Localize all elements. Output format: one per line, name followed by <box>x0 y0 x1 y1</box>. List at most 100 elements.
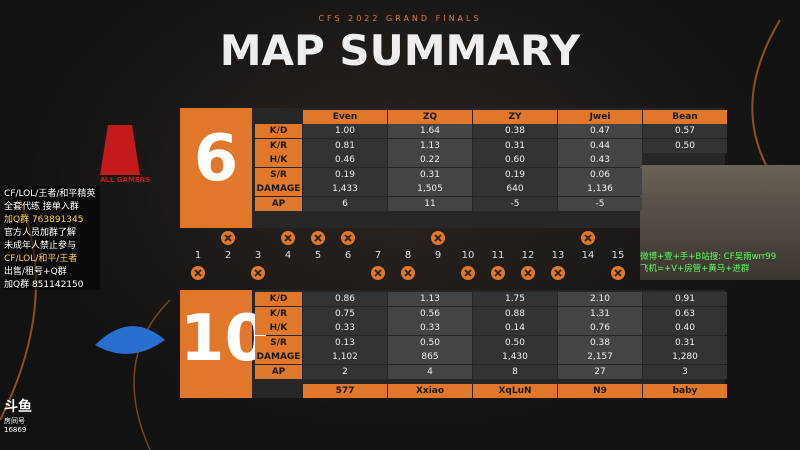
stat-value: 1.13 <box>388 138 472 153</box>
stat-value: 0.57 <box>643 124 727 138</box>
round-number: 7 <box>375 250 381 261</box>
ad-text: CF/LOL/和平/王者 <box>4 254 78 264</box>
stat-label: H/K <box>255 153 302 167</box>
ad-text: 加Q群 763891345 <box>4 215 84 225</box>
stat-value: 0.88 <box>473 306 557 321</box>
icon-cross <box>554 269 562 277</box>
icon-cross <box>224 234 232 242</box>
stat-value: 2 <box>303 364 387 379</box>
stat-label: DAMAGE <box>255 182 302 196</box>
stat-value: 1.64 <box>388 124 472 138</box>
stat-value: 0.22 <box>388 153 472 167</box>
stat-label: K/R <box>255 138 302 153</box>
stat-value: -5 <box>558 196 642 211</box>
stat-value: 3 <box>643 364 727 379</box>
stat-value: 0.38 <box>558 335 642 350</box>
round-number: 12 <box>522 250 535 261</box>
round-number: 14 <box>582 250 595 261</box>
round-number: 6 <box>345 250 351 261</box>
stat-value: 0.50 <box>473 335 557 350</box>
player-name: baby <box>643 384 727 398</box>
icon-cross <box>254 269 262 277</box>
round-win-icon <box>431 231 445 245</box>
icon-cross <box>584 234 592 242</box>
team-logo: ALL GAMERS <box>100 176 151 184</box>
cam-text: 飞机=+V+房管+黄马+进群 <box>640 264 750 274</box>
round-win-icon <box>371 266 385 280</box>
round-win-icon <box>611 266 625 280</box>
ad-text: 全套代练 接单入群 <box>4 202 79 212</box>
icon-cross <box>404 269 412 277</box>
stat-value: 0.19 <box>303 167 387 182</box>
score: 6 <box>193 122 239 196</box>
stat-value: 1,433 <box>303 182 387 196</box>
round-number: 2 <box>225 250 231 261</box>
title: MAP SUMMARY <box>219 26 581 75</box>
icon-cross <box>494 269 502 277</box>
ad-text: 官方人员加群了解 <box>4 228 77 238</box>
stat-value: 0.75 <box>303 306 387 321</box>
round-win-icon <box>311 231 325 245</box>
stat-value: 1.13 <box>388 292 472 306</box>
stat-value: 27 <box>558 364 642 379</box>
stat-value: 0.76 <box>558 321 642 335</box>
player-name: Xxiao <box>388 384 472 398</box>
round-win-icon <box>461 266 475 280</box>
stat-value: 0.60 <box>473 153 557 167</box>
platform-text: 房间号 <box>4 417 25 425</box>
icon-cross <box>614 269 622 277</box>
stat-label: K/D <box>255 124 302 138</box>
stat-value: 1,280 <box>643 350 727 364</box>
stat-value: 1,505 <box>388 182 472 196</box>
round-win-icon <box>581 231 595 245</box>
stat-label: AP <box>255 364 302 379</box>
stat-value: 0.50 <box>388 335 472 350</box>
platform-text: 16869 <box>4 426 27 434</box>
round-number: 13 <box>552 250 565 261</box>
stat-label: S/R <box>255 335 302 350</box>
player-name: N9 <box>558 384 642 398</box>
player-name: ZQ <box>388 110 472 124</box>
stat-value: 0.33 <box>303 321 387 335</box>
ad-text: CF/LOL/王者/和平精英 <box>4 189 96 199</box>
stat-value: 865 <box>388 350 472 364</box>
stat-value: 0.56 <box>388 306 472 321</box>
stat-value: 0.19 <box>473 167 557 182</box>
stat-value: 0.44 <box>558 138 642 153</box>
round-number: 15 <box>612 250 625 261</box>
round-number: 8 <box>405 250 411 261</box>
player-name: Jwei <box>558 110 642 124</box>
stat-value: 0.33 <box>388 321 472 335</box>
stat-value: 11 <box>388 196 472 211</box>
stat-label: K/R <box>255 306 302 321</box>
round-number: 9 <box>435 250 441 261</box>
stat-value: 0.43 <box>558 153 642 167</box>
round-number: 4 <box>285 250 291 261</box>
icon-cross <box>314 234 322 242</box>
stat-value: 1,430 <box>473 350 557 364</box>
player-name: ZY <box>473 110 557 124</box>
ad-text: 出售/租号+Q群 <box>4 267 67 277</box>
stat-value: 640 <box>473 182 557 196</box>
round-win-icon <box>191 266 205 280</box>
stat-label: K/D <box>255 292 302 306</box>
round-win-icon <box>521 266 535 280</box>
stat-value: 0.50 <box>643 138 727 153</box>
stat-value: 0.13 <box>303 335 387 350</box>
stat-value: 2,157 <box>558 350 642 364</box>
stat-value: 0.14 <box>473 321 557 335</box>
stat-value: 0.46 <box>303 153 387 167</box>
stat-value: 0.63 <box>643 306 727 321</box>
webcam <box>640 165 800 280</box>
round-win-icon <box>221 231 235 245</box>
stat-value: 0.40 <box>643 321 727 335</box>
stat-value: 1.00 <box>303 124 387 138</box>
stat-value: 4 <box>388 364 472 379</box>
round-win-icon <box>401 266 415 280</box>
stat-value: 0.91 <box>643 292 727 306</box>
stat-value: 0.86 <box>303 292 387 306</box>
stat-value: 1.31 <box>558 306 642 321</box>
player-name: Bean <box>643 110 727 124</box>
round-number: 5 <box>315 250 321 261</box>
